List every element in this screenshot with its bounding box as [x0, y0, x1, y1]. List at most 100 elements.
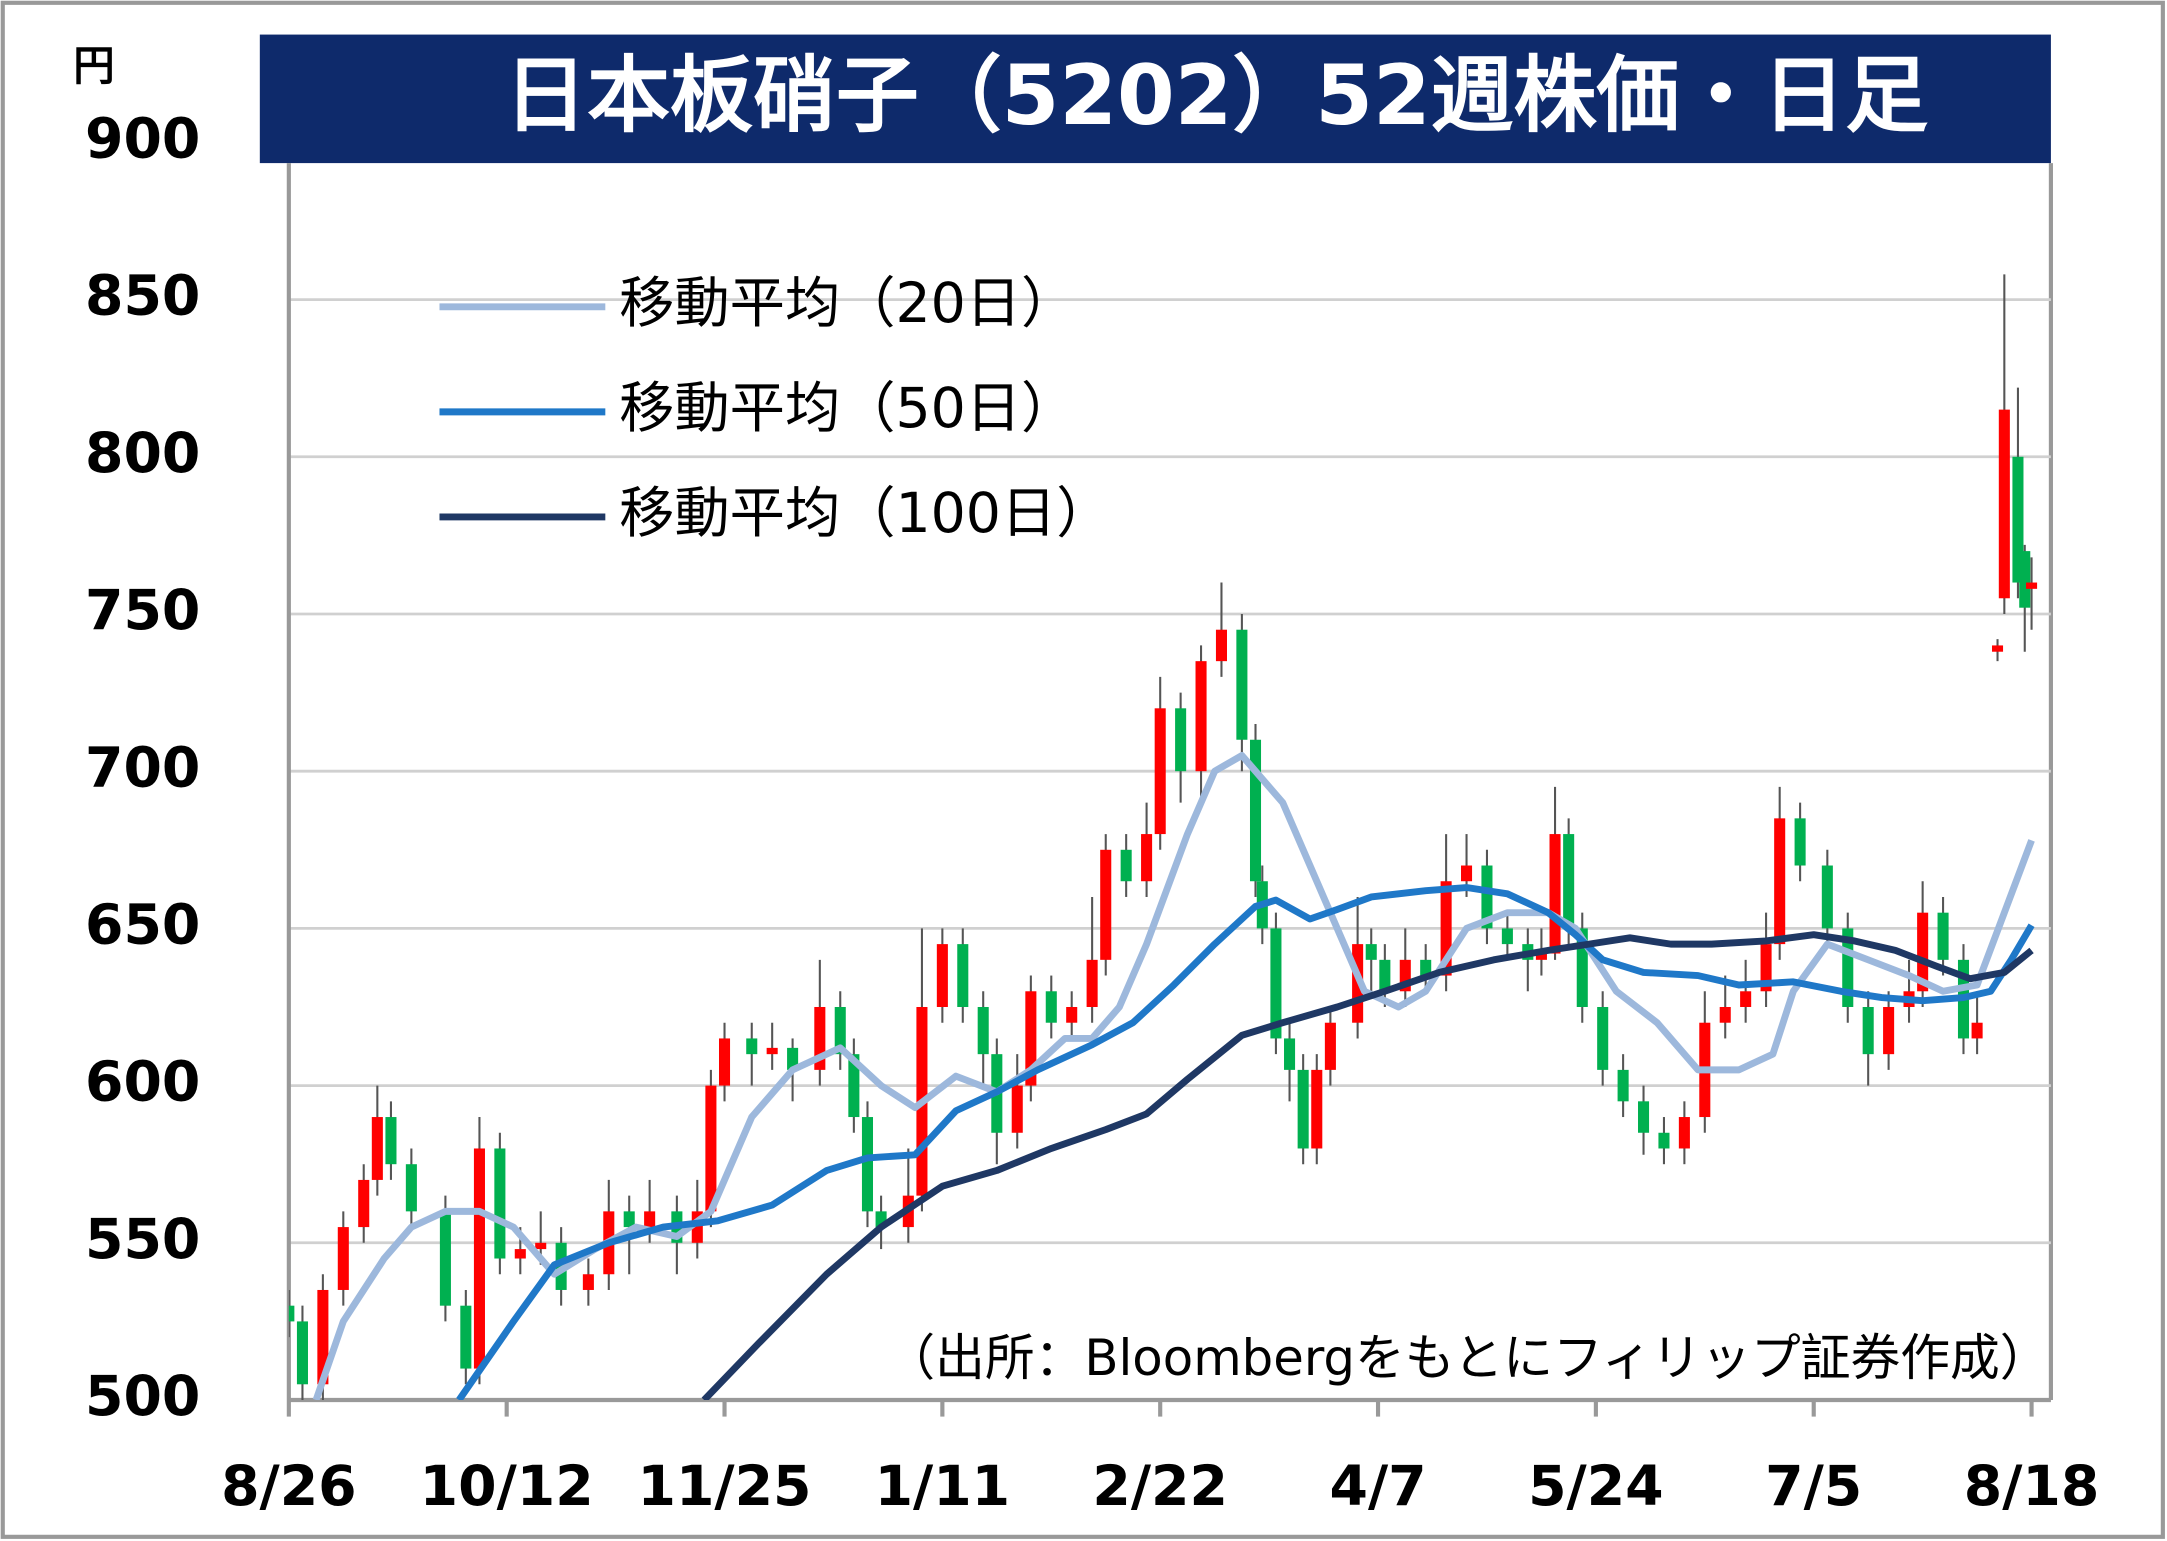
candle-body	[691, 1211, 703, 1243]
y-tick-label: 500	[85, 1365, 200, 1429]
candle-body	[834, 1006, 846, 1055]
candle-body	[1760, 944, 1772, 992]
candle-body	[1270, 928, 1282, 1039]
candle-body	[1917, 912, 1929, 992]
moving-average-line	[701, 931, 2034, 1401]
candle-body	[1794, 818, 1806, 866]
candle-body	[1740, 991, 1752, 1007]
candle-body	[1842, 928, 1854, 1007]
candle-body	[1549, 834, 1561, 954]
candle-body	[1284, 1038, 1296, 1070]
candle-body	[358, 1179, 370, 1228]
candle-body	[296, 1321, 308, 1385]
moving-average-line	[456, 884, 2035, 1401]
candle-body	[848, 1054, 860, 1118]
candle-body	[582, 1274, 594, 1290]
y-tick-label: 900	[85, 107, 200, 171]
x-tick-label: 5/24	[1528, 1455, 1664, 1519]
candle-body	[1311, 1069, 1323, 1149]
x-tick-label: 7/5	[1765, 1455, 1862, 1519]
legend-label: 移動平均（100日）	[619, 482, 1111, 546]
candle-body	[1461, 865, 1473, 882]
candle-body	[1011, 1085, 1023, 1133]
candle-body	[2026, 582, 2038, 589]
legend-label: 移動平均（20日）	[619, 272, 1076, 336]
candle-body	[1678, 1117, 1690, 1149]
candle-body	[1399, 959, 1411, 992]
candle-body	[1440, 881, 1452, 976]
candle-body	[1420, 959, 1432, 976]
candle-body	[1215, 629, 1227, 662]
candle-body	[1774, 818, 1786, 945]
candle-body	[746, 1038, 758, 1055]
candle-body	[1236, 629, 1248, 740]
candle-body	[1821, 865, 1833, 929]
candle-body	[1120, 849, 1132, 882]
x-tick-label: 1/11	[875, 1455, 1011, 1519]
y-tick-label: 750	[85, 579, 200, 643]
y-tick-label: 800	[85, 422, 200, 486]
candle-body	[787, 1047, 799, 1070]
candle-body	[1937, 912, 1949, 960]
x-tick-label: 11/25	[638, 1455, 812, 1519]
legend-label: 移動平均（50日）	[619, 377, 1076, 441]
candle-body	[705, 1085, 717, 1212]
candle-body	[514, 1249, 526, 1259]
candle-body	[2012, 456, 2024, 583]
candle-body	[1617, 1069, 1629, 1102]
candle-body	[766, 1047, 778, 1055]
x-tick-label: 10/12	[420, 1455, 594, 1519]
x-tick-label: 4/7	[1329, 1455, 1426, 1519]
candle-body	[1638, 1101, 1650, 1133]
candle-body	[1998, 409, 2010, 599]
candle-body	[814, 1006, 826, 1070]
candle-body	[535, 1242, 547, 1250]
candle-body	[1883, 1006, 1895, 1055]
candle-body	[1501, 928, 1513, 945]
candle-body	[1576, 928, 1588, 1007]
candle-body	[875, 1211, 887, 1228]
chart-title: 日本板硝子（5202）52週株価・日足	[504, 47, 1928, 144]
candle-body	[1379, 959, 1391, 992]
candle-body	[1249, 739, 1262, 882]
candle-body	[337, 1227, 349, 1290]
candle-body	[494, 1148, 506, 1259]
candle-body	[439, 1211, 451, 1306]
candle-body	[1563, 834, 1575, 929]
candle-body	[460, 1305, 472, 1369]
candle-body	[644, 1211, 656, 1228]
candle-body	[1195, 661, 1207, 772]
candle-body	[1971, 1022, 1983, 1039]
candle-body	[317, 1289, 329, 1385]
candle-body	[861, 1117, 874, 1212]
candle-body	[2019, 551, 2031, 608]
y-tick-label: 850	[85, 265, 200, 329]
candle-body	[1066, 1006, 1078, 1023]
y-tick-label: 600	[85, 1051, 200, 1115]
candle-body	[1658, 1132, 1670, 1149]
candle-body	[1991, 645, 2004, 652]
y-tick-label: 650	[85, 894, 200, 958]
candle-body	[1297, 1069, 1309, 1149]
x-tick-label: 8/26	[221, 1455, 357, 1519]
candle-body	[1365, 944, 1377, 960]
candle-body	[1100, 849, 1112, 960]
candle-body	[1154, 708, 1166, 835]
candle-body	[1481, 865, 1493, 929]
candle-body	[1597, 1006, 1609, 1070]
candle-body	[1141, 834, 1153, 882]
candle-body	[977, 1006, 989, 1055]
source-note: （出所：Bloombergをもとにフィリップ証券作成）	[885, 1329, 2049, 1387]
candle-body	[1175, 708, 1187, 772]
candle-body	[957, 944, 969, 1007]
candle-body	[385, 1117, 397, 1165]
candle-body	[718, 1038, 731, 1086]
candle-body	[371, 1117, 383, 1180]
y-axis-unit: 円	[73, 42, 114, 90]
title-box	[259, 34, 2051, 164]
plot-area	[288, 274, 2038, 1401]
x-tick-label: 8/18	[1964, 1455, 2100, 1519]
candle-body	[623, 1211, 635, 1228]
